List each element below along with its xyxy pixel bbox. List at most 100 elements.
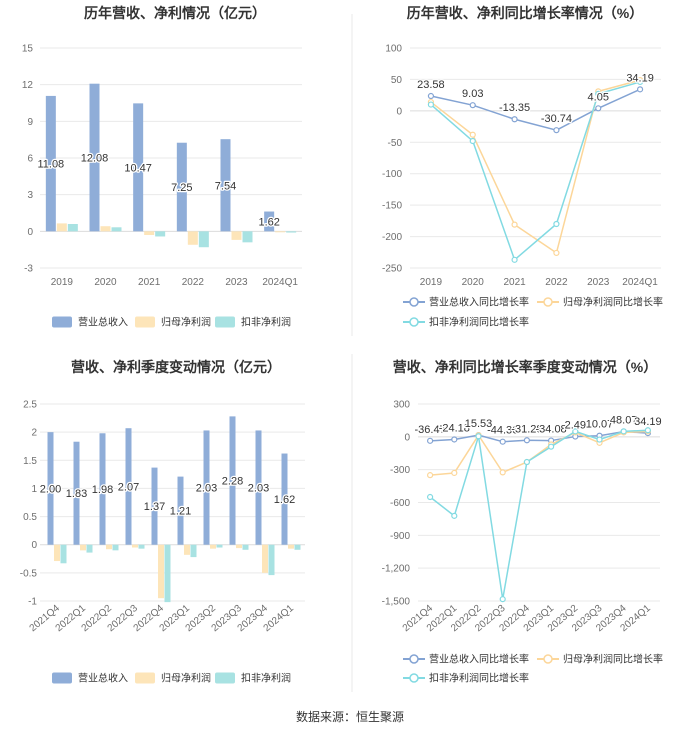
annual-revenue-profit-chart: 历年营收、净利情况（亿元） 15 12 9 6 3 0 -3 2019 2020 2021 2022… [22,5,302,329]
legend-swatch [135,672,155,684]
legend-item-revenue-growth: 营业总收入同比增长率 [403,653,529,666]
revenue-data-label: 10.47 [124,162,152,174]
y-tick-label: -0.5 [20,568,38,579]
legend-label: 扣非净利润同比增长率 [429,672,529,685]
deducted-net-profit-growth-point [595,90,602,97]
deducted-net-profit-bar [242,544,249,550]
deducted-net-profit-growth-point [523,458,531,466]
revenue-bar [264,211,275,232]
x-tick-label: 2024Q1 [262,277,298,288]
revenue-growth-data-label: -44.36 [487,425,518,437]
y-tick-label: -600 [390,498,410,509]
legend-item-net-profit-growth: 归母净利润同比增长率 [537,653,663,666]
legend-item-revenue-growth: 营业总收入同比增长率 [403,296,529,309]
revenue-growth-data-label: 10.07 [586,419,614,431]
deducted-net-profit-bar [242,231,253,243]
x-tick-label: 2024Q1 [262,603,297,635]
deducted-net-profit-bar [190,544,197,558]
data-labels: 11.08 12.08 10.47 7.25 7.54 1.62 [36,151,281,229]
revenue-growth-series [427,428,652,445]
legend-marker-icon [409,673,419,683]
revenue-growth-point [511,116,518,123]
deducted-net-profit-growth-point [469,137,476,145]
deducted-net-profit-series [60,544,301,603]
net-profit-bar [100,226,111,232]
revenue-bar [220,139,231,232]
chart-title: 历年营收、净利同比增长率情况（%） [407,5,643,21]
y-tick-label: -1,200 [382,564,411,575]
revenue-growth-point [595,105,602,112]
legend-label: 扣非净利润 [241,672,291,685]
legend-item-net-profit: 归母净利润 [135,672,211,685]
revenue-growth-data-label: 15.53 [465,418,493,430]
x-tick-label: 2019 [420,277,443,288]
revenue-growth-data-label: 4.05 [588,91,609,103]
revenue-data-label: 11.08 [37,159,64,171]
y-tick-label: 9 [27,117,33,128]
y-tick-label: 1 [31,484,37,495]
revenue-bar [281,453,288,545]
deducted-net-profit-growth-point [644,427,652,434]
net-profit-growth-point [511,221,518,228]
deducted-net-profit-growth-point [427,493,434,501]
y-tick-label: 1.5 [23,456,37,467]
deducted-net-profit-bar [112,544,119,551]
revenue-data-label: 2.03 [196,483,217,495]
net-profit-growth-series [427,428,652,479]
revenue-growth-data-label: 9.03 [462,88,483,100]
revenue-growth-point [523,437,531,444]
chart-title: 营收、净利同比增长率季度变动情况（%） [393,359,657,375]
revenue-data-label: 2.03 [248,483,269,495]
revenue-series [45,83,275,232]
deducted-net-profit-bar [86,544,93,553]
legend-marker-icon [543,297,553,307]
data-labels: 23.58 9.03 -13.35 -30.74 4.05 34.19 [416,71,655,126]
deducted-net-profit-growth-line [430,81,641,261]
legend-label: 扣非净利润同比增长率 [429,316,529,329]
deducted-net-profit-growth-point [620,428,627,435]
net-profit-growth-point [499,469,506,476]
revenue-growth-data-label: -30.74 [541,113,572,125]
net-profit-bar [144,231,155,235]
revenue-data-label: 2.00 [40,483,61,495]
net-profit-growth-line [430,430,648,476]
y-tick-label: 0 [31,540,37,551]
legend-label: 归母净利润同比增长率 [563,653,663,666]
net-profit-bar [262,544,268,573]
revenue-growth-data-label: 23.58 [417,79,445,91]
revenue-growth-data-label: -31.28 [511,423,542,435]
deducted-net-profit-bar [216,544,223,548]
x-tick-label: 2019 [51,277,74,288]
deducted-net-profit-bar [138,544,145,549]
legend-label: 归母净利润 [161,316,211,329]
net-profit-growth-point [553,249,560,257]
legend-label: 扣非净利润 [241,316,291,329]
deducted-net-profit-growth-point [572,428,579,435]
y-tick-label: 3 [27,190,33,201]
revenue-bar [99,433,106,545]
revenue-growth-data-label: 48.07 [610,415,638,427]
revenue-data-label: 12.08 [81,153,109,165]
x-tick-label: 2022 [182,277,205,288]
y-tick-label: 50 [391,75,403,86]
legend-item-deducted-net-profit-growth: 扣非净利润同比增长率 [403,316,529,329]
revenue-growth-data-label: 34.19 [634,416,662,428]
legend: 营业总收入 归母净利润 扣非净利润 [52,672,291,685]
y-tick-label: -900 [390,531,410,542]
deducted-net-profit-bar [268,544,275,576]
net-profit-growth-point [427,472,434,479]
revenue-growth-line [430,430,648,443]
deducted-net-profit-growth-point [636,78,644,86]
net-profit-growth-point [469,131,476,138]
revenue-series [47,416,288,545]
revenue-data-label: 1.62 [258,216,279,228]
revenue-bar [133,103,144,232]
chart-title: 历年营收、净利情况（亿元） [84,5,266,21]
revenue-bar [45,95,56,232]
x-tick-label: 2023 [587,277,610,288]
deducted-net-profit-growth-point [475,433,482,440]
legend-item-deducted-net-profit-growth: 扣非净利润同比增长率 [403,672,529,685]
y-tick-label: -100 [382,169,402,180]
